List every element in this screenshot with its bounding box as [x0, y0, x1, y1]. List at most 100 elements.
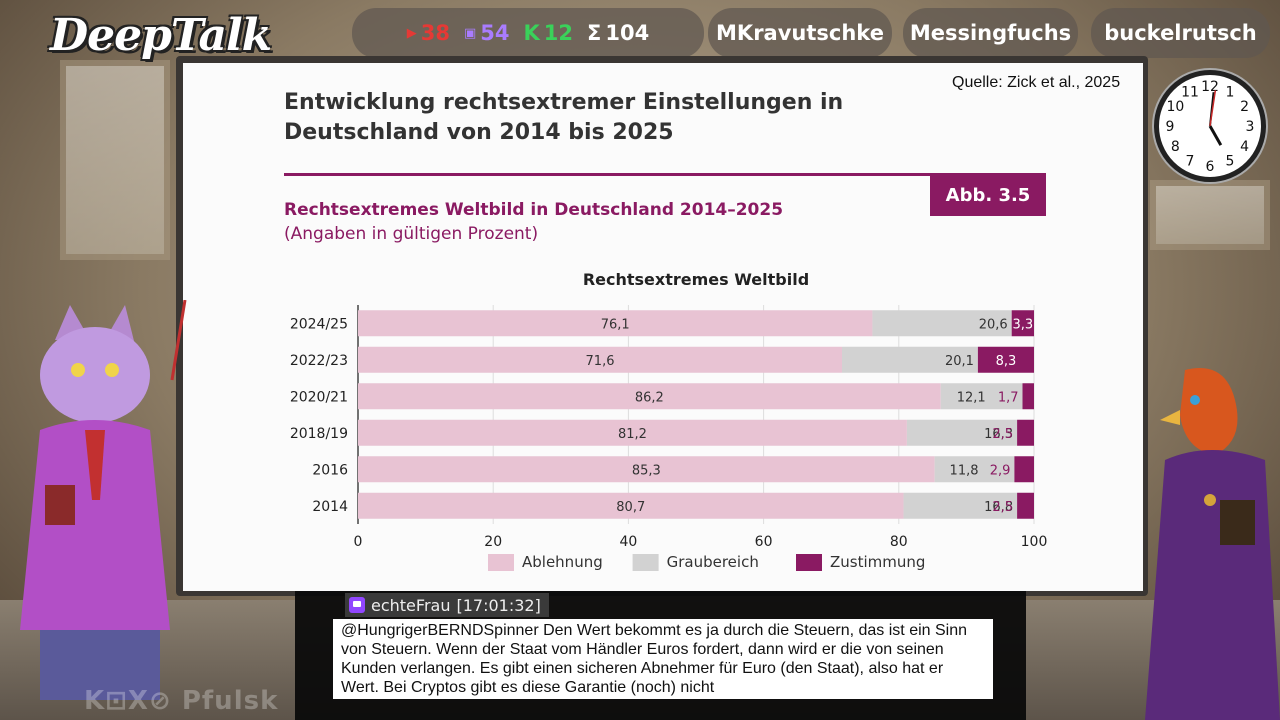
chat-message: @HungrigerBERNDSpinner Den Wert bekommt … — [333, 619, 993, 699]
bar-graubereich — [872, 310, 1012, 337]
y-category-label: 2020/21 — [290, 389, 348, 405]
clock-second-hand — [1209, 90, 1217, 127]
bar-ablehnung — [358, 419, 907, 446]
data-label-graubereich: 16,8 — [984, 500, 1013, 515]
bar-zustimmung — [1022, 383, 1034, 410]
data-label-zustimmung: 2,5 — [992, 500, 1013, 515]
kick-viewers: K 12 — [524, 21, 574, 45]
data-label-graubereich: 20,1 — [945, 354, 974, 369]
data-label-graubereich: 20,6 — [979, 317, 1008, 332]
bar-zustimmung — [1014, 456, 1034, 483]
data-label-graubereich: 11,8 — [950, 463, 979, 478]
x-tick-label: 20 — [484, 534, 502, 550]
data-label-ablehnung: 86,2 — [635, 390, 664, 405]
deeptalk-logo: DeepTalk — [50, 10, 272, 61]
participant-messingfuchs: Messingfuchs — [903, 8, 1078, 58]
x-tick-label: 100 — [1021, 534, 1048, 550]
y-category-label: 2022/23 — [290, 353, 348, 369]
slide-title-line1: Entwicklung rechtsextremer Einstellungen… — [284, 90, 844, 115]
bar-graubereich — [842, 346, 978, 373]
y-category-label: 2024/25 — [290, 316, 348, 332]
data-label-zustimmung: 2,9 — [990, 463, 1011, 478]
x-tick-label: 0 — [354, 534, 363, 550]
bar-graubereich — [934, 456, 1015, 483]
youtube-count: 38 — [420, 21, 450, 45]
watermark: K⊡X⊘ Pfulsk — [84, 686, 279, 716]
bar-ablehnung — [358, 346, 843, 373]
legend-label-graubereich: Graubereich — [667, 553, 759, 571]
twitch-count: 54 — [480, 21, 510, 45]
youtube-icon: ▶ — [406, 25, 417, 41]
x-tick-label: 60 — [755, 534, 773, 550]
bar-zustimmung — [1011, 310, 1034, 337]
title-divider — [284, 173, 1046, 176]
kick-icon: K — [523, 21, 540, 45]
chat-username: echteFrau — [371, 595, 451, 615]
participant-buckelrutsch: buckelrutsch — [1091, 8, 1270, 58]
clock-numeral: 3 — [1246, 119, 1255, 135]
background-window-right — [1150, 180, 1270, 250]
slide-title: Entwicklung rechtsextremer Einstellungen… — [284, 88, 843, 148]
legend-swatch-ablehnung — [488, 554, 514, 571]
bar-graubereich — [940, 383, 1023, 410]
legend-label-zustimmung: Zustimmung — [830, 553, 925, 571]
x-tick-label: 80 — [890, 534, 908, 550]
bar-zustimmung — [977, 346, 1034, 373]
chart-subnote: (Angaben in gültigen Prozent) — [284, 224, 539, 244]
data-label-zustimmung: 8,3 — [996, 354, 1017, 369]
clock-numeral: 2 — [1240, 99, 1249, 115]
participant-mkravutschke: MKravutschke — [708, 8, 892, 58]
data-label-graubereich: 12,1 — [957, 390, 986, 405]
chart-svg: 0 20 40 60 80 100 2024/25 76,1 20,6 3,3 2022/23 71,… — [290, 305, 1048, 571]
slide-title-line2: Deutschland von 2014 bis 2025 — [284, 120, 674, 145]
clock-numeral: 4 — [1240, 139, 1249, 155]
data-label-ablehnung: 85,3 — [632, 463, 661, 478]
sum-icon: Σ — [587, 21, 602, 45]
wall-clock: 1 2 3 4 5 6 7 8 9 10 11 12 — [1154, 70, 1266, 182]
chart-subtitle: Rechtsextremes Weltbild in Deutschland 2… — [284, 200, 784, 220]
viewer-stats-bar: ▶ 38 ▣ 54 K 12 Σ 104 — [352, 8, 704, 58]
youtube-viewers: ▶ 38 — [407, 21, 450, 45]
clock-numeral: 10 — [1166, 99, 1184, 115]
y-category-label: 2016 — [312, 462, 348, 478]
data-label-ablehnung: 71,6 — [586, 354, 615, 369]
legend-label-ablehnung: Ablehnung — [522, 553, 603, 571]
bar-ablehnung — [358, 310, 873, 337]
bar-graubereich — [906, 419, 1018, 446]
data-label-zustimmung: 1,7 — [998, 390, 1019, 405]
bar-ablehnung — [358, 456, 935, 483]
chat-timestamp: [17:01:32] — [456, 595, 541, 615]
source-label: Quelle: Zick et al., 2025 — [952, 74, 1121, 91]
chart-title: Rechtsextremes Weltbild — [582, 270, 810, 289]
stacked-bar-chart: 0 20 40 60 80 100 2024/25 76,1 20,6 3,3 2022/23 71,… — [272, 300, 1072, 590]
bar-ablehnung — [358, 383, 941, 410]
data-label-ablehnung: 81,2 — [618, 427, 647, 442]
bar-zustimmung — [1017, 419, 1034, 446]
chat-header: echteFrau [17:01:32] — [345, 593, 549, 617]
clock-numeral: 9 — [1166, 119, 1175, 135]
clock-hour-hand — [1208, 125, 1223, 146]
y-category-label: 2018/19 — [290, 426, 348, 442]
clock-numeral: 12 — [1201, 79, 1219, 95]
x-tick-label: 40 — [619, 534, 637, 550]
bar-ablehnung — [358, 492, 904, 519]
data-label-ablehnung: 76,1 — [601, 317, 630, 332]
clock-numeral: 1 — [1226, 84, 1235, 100]
clock-numeral: 7 — [1186, 154, 1195, 170]
purple-cat-character — [20, 300, 187, 700]
phoenix-character — [1145, 368, 1280, 720]
twitch-icon — [349, 597, 365, 613]
total-count: 104 — [605, 21, 650, 45]
kick-count: 12 — [543, 21, 574, 45]
legend-swatch-graubereich — [632, 554, 659, 571]
twitch-icon: ▣ — [463, 25, 477, 41]
bar-graubereich — [903, 492, 1018, 519]
bar-zustimmung — [1017, 492, 1034, 519]
clock-numeral: 8 — [1171, 139, 1180, 155]
total-viewers: Σ 104 — [587, 21, 649, 45]
clock-numeral: 11 — [1181, 84, 1199, 100]
clock-numeral: 5 — [1226, 154, 1235, 170]
twitch-viewers: ▣ 54 — [464, 21, 510, 45]
data-label-zustimmung: 3,3 — [1013, 317, 1034, 332]
